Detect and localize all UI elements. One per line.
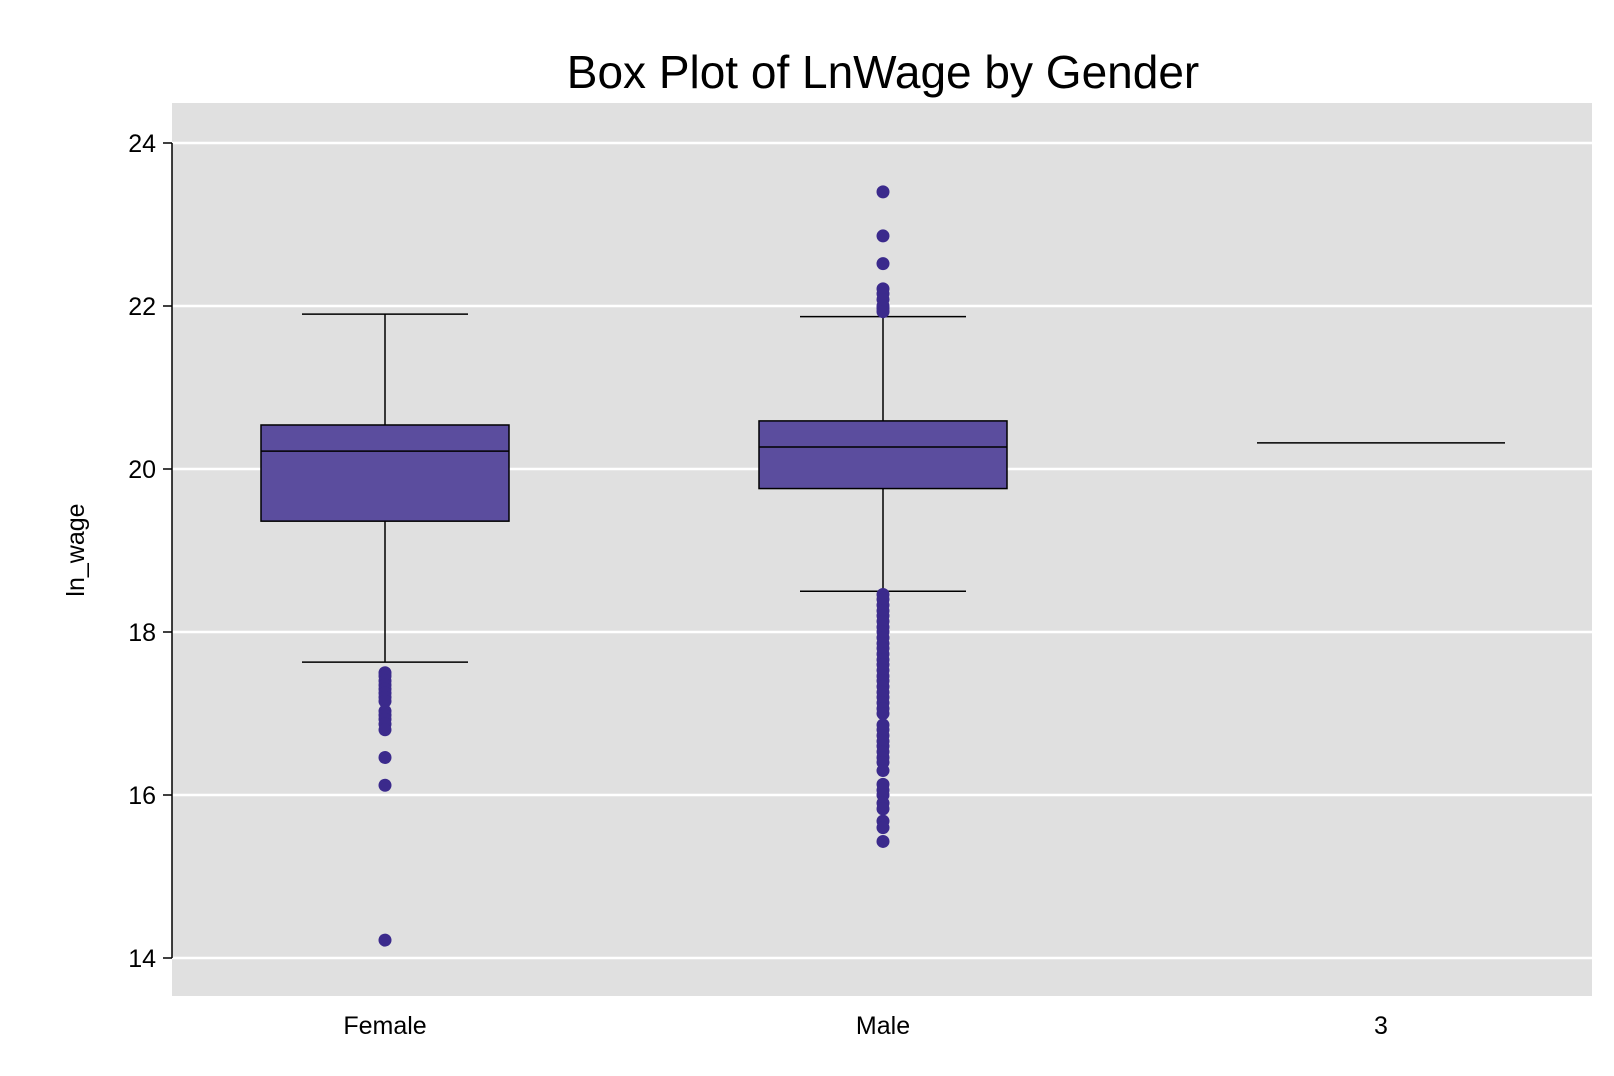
x-axis-tick-labels: Female Male 3 — [343, 1012, 1388, 1040]
y-axis-label: ln_wage — [62, 503, 90, 596]
outlier-point-male-48 — [876, 834, 890, 848]
outlier-point-female-7 — [378, 694, 392, 708]
y-tick-label-20: 20 — [128, 456, 156, 484]
outlier-point-female-15 — [378, 933, 392, 947]
outlier-point-male-1 — [876, 229, 890, 243]
iqr-box-female — [260, 424, 510, 522]
chart-title: Box Plot of LnWage by Gender — [567, 46, 1199, 98]
outlier-point-male-47 — [876, 821, 890, 835]
y-tick-label-22: 22 — [128, 293, 156, 321]
outlier-point-female-13 — [378, 751, 392, 765]
outlier-point-female-14 — [378, 778, 392, 792]
iqr-box-male — [758, 420, 1008, 490]
x-tick-label-male: Male — [856, 1012, 910, 1040]
y-tick-label-18: 18 — [128, 619, 156, 647]
outlier-point-male-40 — [876, 764, 890, 778]
y-tick-label-14: 14 — [128, 945, 156, 973]
outlier-point-male-2 — [876, 257, 890, 271]
boxes — [260, 185, 1505, 947]
outlier-point-male-0 — [876, 185, 890, 199]
outlier-point-female-12 — [378, 723, 392, 737]
outlier-point-male-31 — [876, 707, 890, 720]
outlier-point-male-45 — [876, 802, 890, 816]
box-group-male — [758, 185, 1008, 848]
x-tick-label-female: Female — [343, 1012, 426, 1040]
y-tick-label-16: 16 — [128, 782, 156, 810]
outlier-point-male-8 — [876, 305, 890, 319]
x-tick-label-3: 3 — [1374, 1012, 1388, 1040]
y-axis: 14 16 18 20 22 24 — [128, 130, 173, 973]
y-tick-label-24: 24 — [128, 130, 156, 158]
box-group-female — [260, 313, 510, 947]
